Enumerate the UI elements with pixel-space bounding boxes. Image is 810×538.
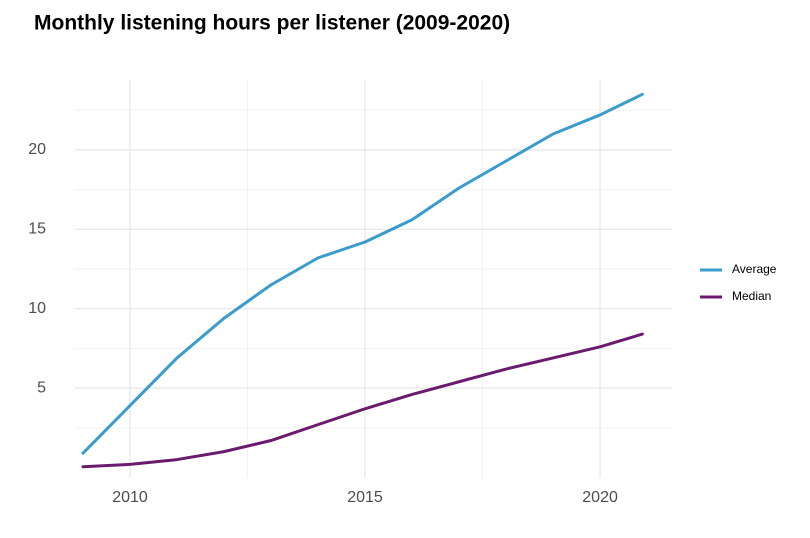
x-tick-label: 2010: [112, 489, 148, 506]
y-tick-label: 5: [37, 379, 46, 396]
y-tick-label: 10: [28, 300, 46, 317]
chart-title: Monthly listening hours per listener (20…: [34, 12, 510, 35]
line: [81, 92, 644, 455]
legend-label: Median: [732, 289, 771, 303]
x-tick-label: 2020: [582, 489, 618, 506]
y-tick-label: 15: [28, 221, 46, 238]
x-tick-label: 2015: [347, 489, 383, 506]
y-tick-label: 20: [28, 141, 46, 158]
line: [81, 332, 644, 469]
legend-label: Average: [732, 262, 777, 276]
